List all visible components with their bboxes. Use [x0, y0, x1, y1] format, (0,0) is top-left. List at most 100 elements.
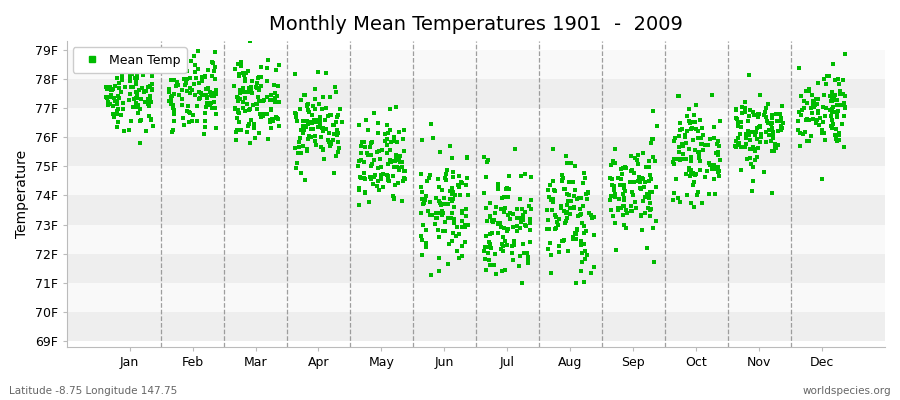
Point [299, 124, 313, 131]
Point [744, 161, 759, 167]
Point [271, 83, 285, 89]
Point [823, 107, 837, 113]
Point [360, 150, 374, 156]
Point [616, 165, 630, 171]
Point [435, 208, 449, 214]
Point [370, 148, 384, 155]
Point [269, 114, 284, 120]
Point [830, 114, 844, 120]
Point [824, 112, 839, 119]
Point [304, 119, 319, 126]
Point [299, 122, 313, 129]
Point [559, 210, 573, 216]
Point [552, 249, 566, 256]
Point [829, 126, 843, 132]
Point [835, 121, 850, 128]
Point [105, 86, 120, 92]
Point [168, 83, 183, 89]
Point [555, 238, 570, 244]
Point [233, 96, 248, 102]
Point [316, 145, 330, 152]
Point [579, 191, 593, 198]
Point [207, 68, 221, 74]
Point [770, 142, 785, 148]
Point [622, 178, 636, 185]
Point [570, 196, 584, 202]
Point [142, 97, 157, 103]
Point [802, 116, 816, 123]
Point [380, 136, 394, 142]
Point [520, 258, 535, 264]
Point [145, 73, 159, 80]
Point [806, 104, 821, 110]
Point [446, 155, 460, 161]
Point [500, 226, 515, 232]
Point [103, 62, 117, 69]
Point [765, 120, 779, 127]
Point [829, 136, 843, 142]
Point [320, 137, 335, 144]
Point [817, 76, 832, 82]
Point [498, 205, 512, 212]
Point [184, 58, 198, 64]
Point [176, 115, 190, 122]
Point [798, 129, 813, 135]
Point [201, 100, 215, 106]
Point [752, 122, 767, 129]
Point [737, 144, 751, 150]
Point [817, 130, 832, 137]
Point [838, 105, 852, 111]
Point [619, 225, 634, 232]
Point [199, 86, 213, 92]
Point [614, 205, 628, 211]
Point [302, 132, 316, 139]
Point [509, 215, 524, 221]
Point [197, 74, 211, 80]
Point [679, 133, 693, 139]
Point [100, 95, 114, 101]
Point [753, 92, 768, 98]
Point [816, 92, 831, 98]
Point [245, 78, 259, 84]
Point [256, 110, 271, 117]
Point [773, 111, 788, 117]
Point [302, 136, 316, 143]
Point [335, 119, 349, 125]
Point [131, 61, 146, 68]
Point [745, 178, 760, 184]
Point [574, 238, 589, 244]
Point [807, 103, 822, 109]
Point [233, 63, 248, 69]
Point [553, 243, 567, 249]
Point [166, 127, 180, 134]
Point [804, 105, 818, 112]
Point [390, 164, 404, 170]
Bar [67, 166, 885, 196]
Point [378, 130, 392, 137]
Point [556, 175, 571, 181]
Point [793, 130, 807, 136]
Point [514, 215, 528, 221]
Point [750, 136, 764, 142]
Point [797, 98, 812, 104]
Point [832, 132, 847, 138]
Point [289, 165, 303, 171]
Point [577, 222, 591, 229]
Point [368, 172, 382, 179]
Point [180, 88, 194, 94]
Point [693, 117, 707, 123]
Point [99, 84, 113, 90]
Point [757, 112, 771, 118]
Point [438, 177, 453, 184]
Point [135, 84, 149, 91]
Point [688, 111, 702, 118]
Point [491, 220, 506, 226]
Point [798, 117, 813, 124]
Point [683, 167, 698, 173]
Point [484, 230, 499, 236]
Point [208, 64, 222, 70]
Point [631, 178, 645, 184]
Point [668, 135, 682, 141]
Point [545, 146, 560, 152]
Point [604, 162, 618, 168]
